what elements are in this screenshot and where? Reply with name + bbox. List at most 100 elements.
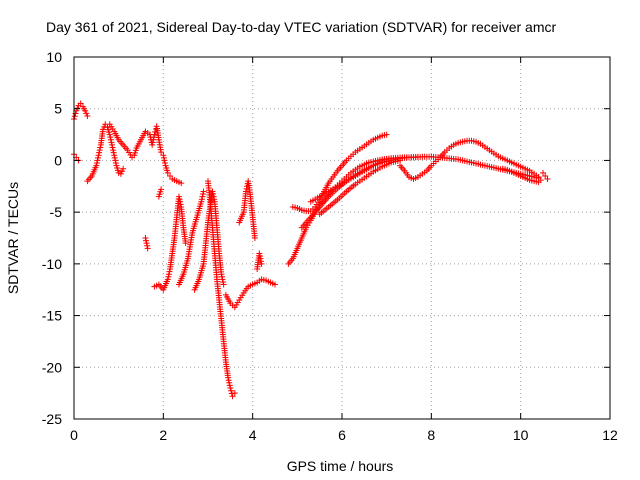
data-point-marker — [225, 377, 232, 384]
data-point-marker — [535, 179, 542, 186]
data-point-marker — [96, 149, 103, 156]
data-point-marker — [84, 112, 91, 119]
data-point-marker — [107, 136, 114, 143]
data-point-marker — [101, 123, 108, 130]
data-point-marker — [108, 141, 115, 148]
data-point-marker — [227, 384, 234, 391]
data-point-marker — [112, 160, 119, 167]
data-point-marker — [251, 235, 258, 241]
x-tick-label: 2 — [159, 427, 167, 443]
data-point-marker — [108, 139, 115, 146]
data-point-marker — [119, 168, 126, 175]
data-point-marker — [95, 154, 102, 161]
data-point-marker — [166, 268, 173, 275]
data-point-marker — [397, 157, 404, 164]
data-point-marker — [272, 281, 278, 288]
data-point-marker — [258, 258, 265, 265]
data-point-marker — [178, 180, 185, 187]
data-point-marker — [218, 273, 225, 280]
data-point-marker — [199, 193, 206, 200]
data-point-marker — [177, 201, 184, 208]
data-point-marker — [414, 153, 421, 160]
data-point-marker — [220, 278, 227, 285]
x-tick-label: 10 — [513, 427, 529, 443]
data-point-marker — [542, 172, 549, 179]
data-point-marker — [175, 193, 182, 200]
y-tick-label: 5 — [54, 101, 62, 117]
data-point-marker — [162, 160, 169, 167]
chart-title: Day 361 of 2021, Sidereal Day-to-day VTE… — [46, 19, 556, 35]
x-axis-tick-labels: 0 2 4 6 8 10 12 — [70, 427, 618, 443]
data-point-marker — [220, 281, 227, 288]
data-point-marker — [198, 196, 205, 203]
y-tick-label: -25 — [42, 411, 62, 427]
data-point-marker — [182, 240, 189, 247]
data-point-marker — [82, 107, 89, 114]
grid-lines — [74, 57, 610, 419]
data-point-marker — [198, 198, 205, 205]
data-point-marker — [111, 154, 118, 161]
data-point-marker — [161, 157, 168, 164]
x-tick-label: 12 — [602, 427, 618, 443]
data-point-marker — [177, 198, 184, 205]
data-point-marker — [226, 382, 233, 389]
data-point-marker — [96, 147, 103, 154]
data-point-marker — [72, 110, 79, 117]
data-point-marker — [143, 240, 150, 247]
data-point-marker — [144, 242, 151, 249]
data-point-marker — [160, 152, 167, 159]
data-point-marker — [219, 276, 226, 283]
data-point-marker — [110, 149, 117, 156]
y-tick-label: -20 — [42, 359, 62, 375]
data-point-marker — [176, 196, 183, 203]
data-point-marker — [209, 188, 216, 195]
data-point-marker — [258, 260, 265, 267]
x-axis-title: GPS time / hours — [287, 458, 394, 474]
data-point-marker — [210, 191, 217, 198]
data-point-marker — [120, 165, 127, 172]
y-axis-tick-labels: -25 -20 -15 -10 -5 0 5 10 — [42, 49, 62, 427]
data-point-marker — [93, 162, 100, 169]
x-tick-label: 0 — [70, 427, 78, 443]
data-point-marker — [165, 273, 172, 280]
data-point-marker — [144, 245, 151, 252]
axis-ticks — [73, 56, 611, 420]
data-point-marker — [83, 110, 90, 117]
data-point-marker — [210, 193, 217, 200]
data-point-marker — [142, 235, 149, 241]
data-point-marker — [150, 136, 157, 143]
data-point-marker — [242, 188, 249, 195]
data-point-marker — [107, 134, 114, 141]
data-point-marker — [110, 147, 117, 154]
y-tick-label: -5 — [50, 204, 63, 220]
data-point-marker — [143, 237, 150, 244]
data-point-marker — [167, 172, 174, 179]
x-tick-label: 8 — [427, 427, 435, 443]
data-point-marker — [74, 105, 81, 112]
data-point-marker — [199, 191, 206, 198]
data-point-marker — [200, 188, 207, 195]
data-point-marker — [158, 186, 165, 193]
y-tick-label: -15 — [42, 308, 62, 324]
data-point-marker — [151, 131, 158, 138]
y-tick-label: 0 — [54, 152, 62, 168]
data-point-marker — [77, 100, 84, 107]
data-point-marker — [164, 169, 171, 176]
data-point-marker — [97, 144, 104, 151]
data-point-marker — [225, 374, 232, 381]
data-point-marker — [149, 141, 156, 148]
data-point-marker — [109, 144, 116, 151]
data-point-marker — [540, 169, 546, 176]
data-point-marker — [94, 157, 101, 164]
data-points — [71, 100, 551, 400]
data-point-marker — [226, 379, 233, 386]
data-point-marker — [100, 126, 107, 133]
data-point-marker — [117, 170, 124, 177]
data-point-marker — [544, 176, 551, 183]
data-point-marker — [256, 250, 263, 257]
data-point-marker — [535, 173, 542, 180]
data-point-marker — [160, 154, 167, 161]
data-point-marker — [106, 131, 113, 138]
data-point-marker — [165, 271, 172, 278]
